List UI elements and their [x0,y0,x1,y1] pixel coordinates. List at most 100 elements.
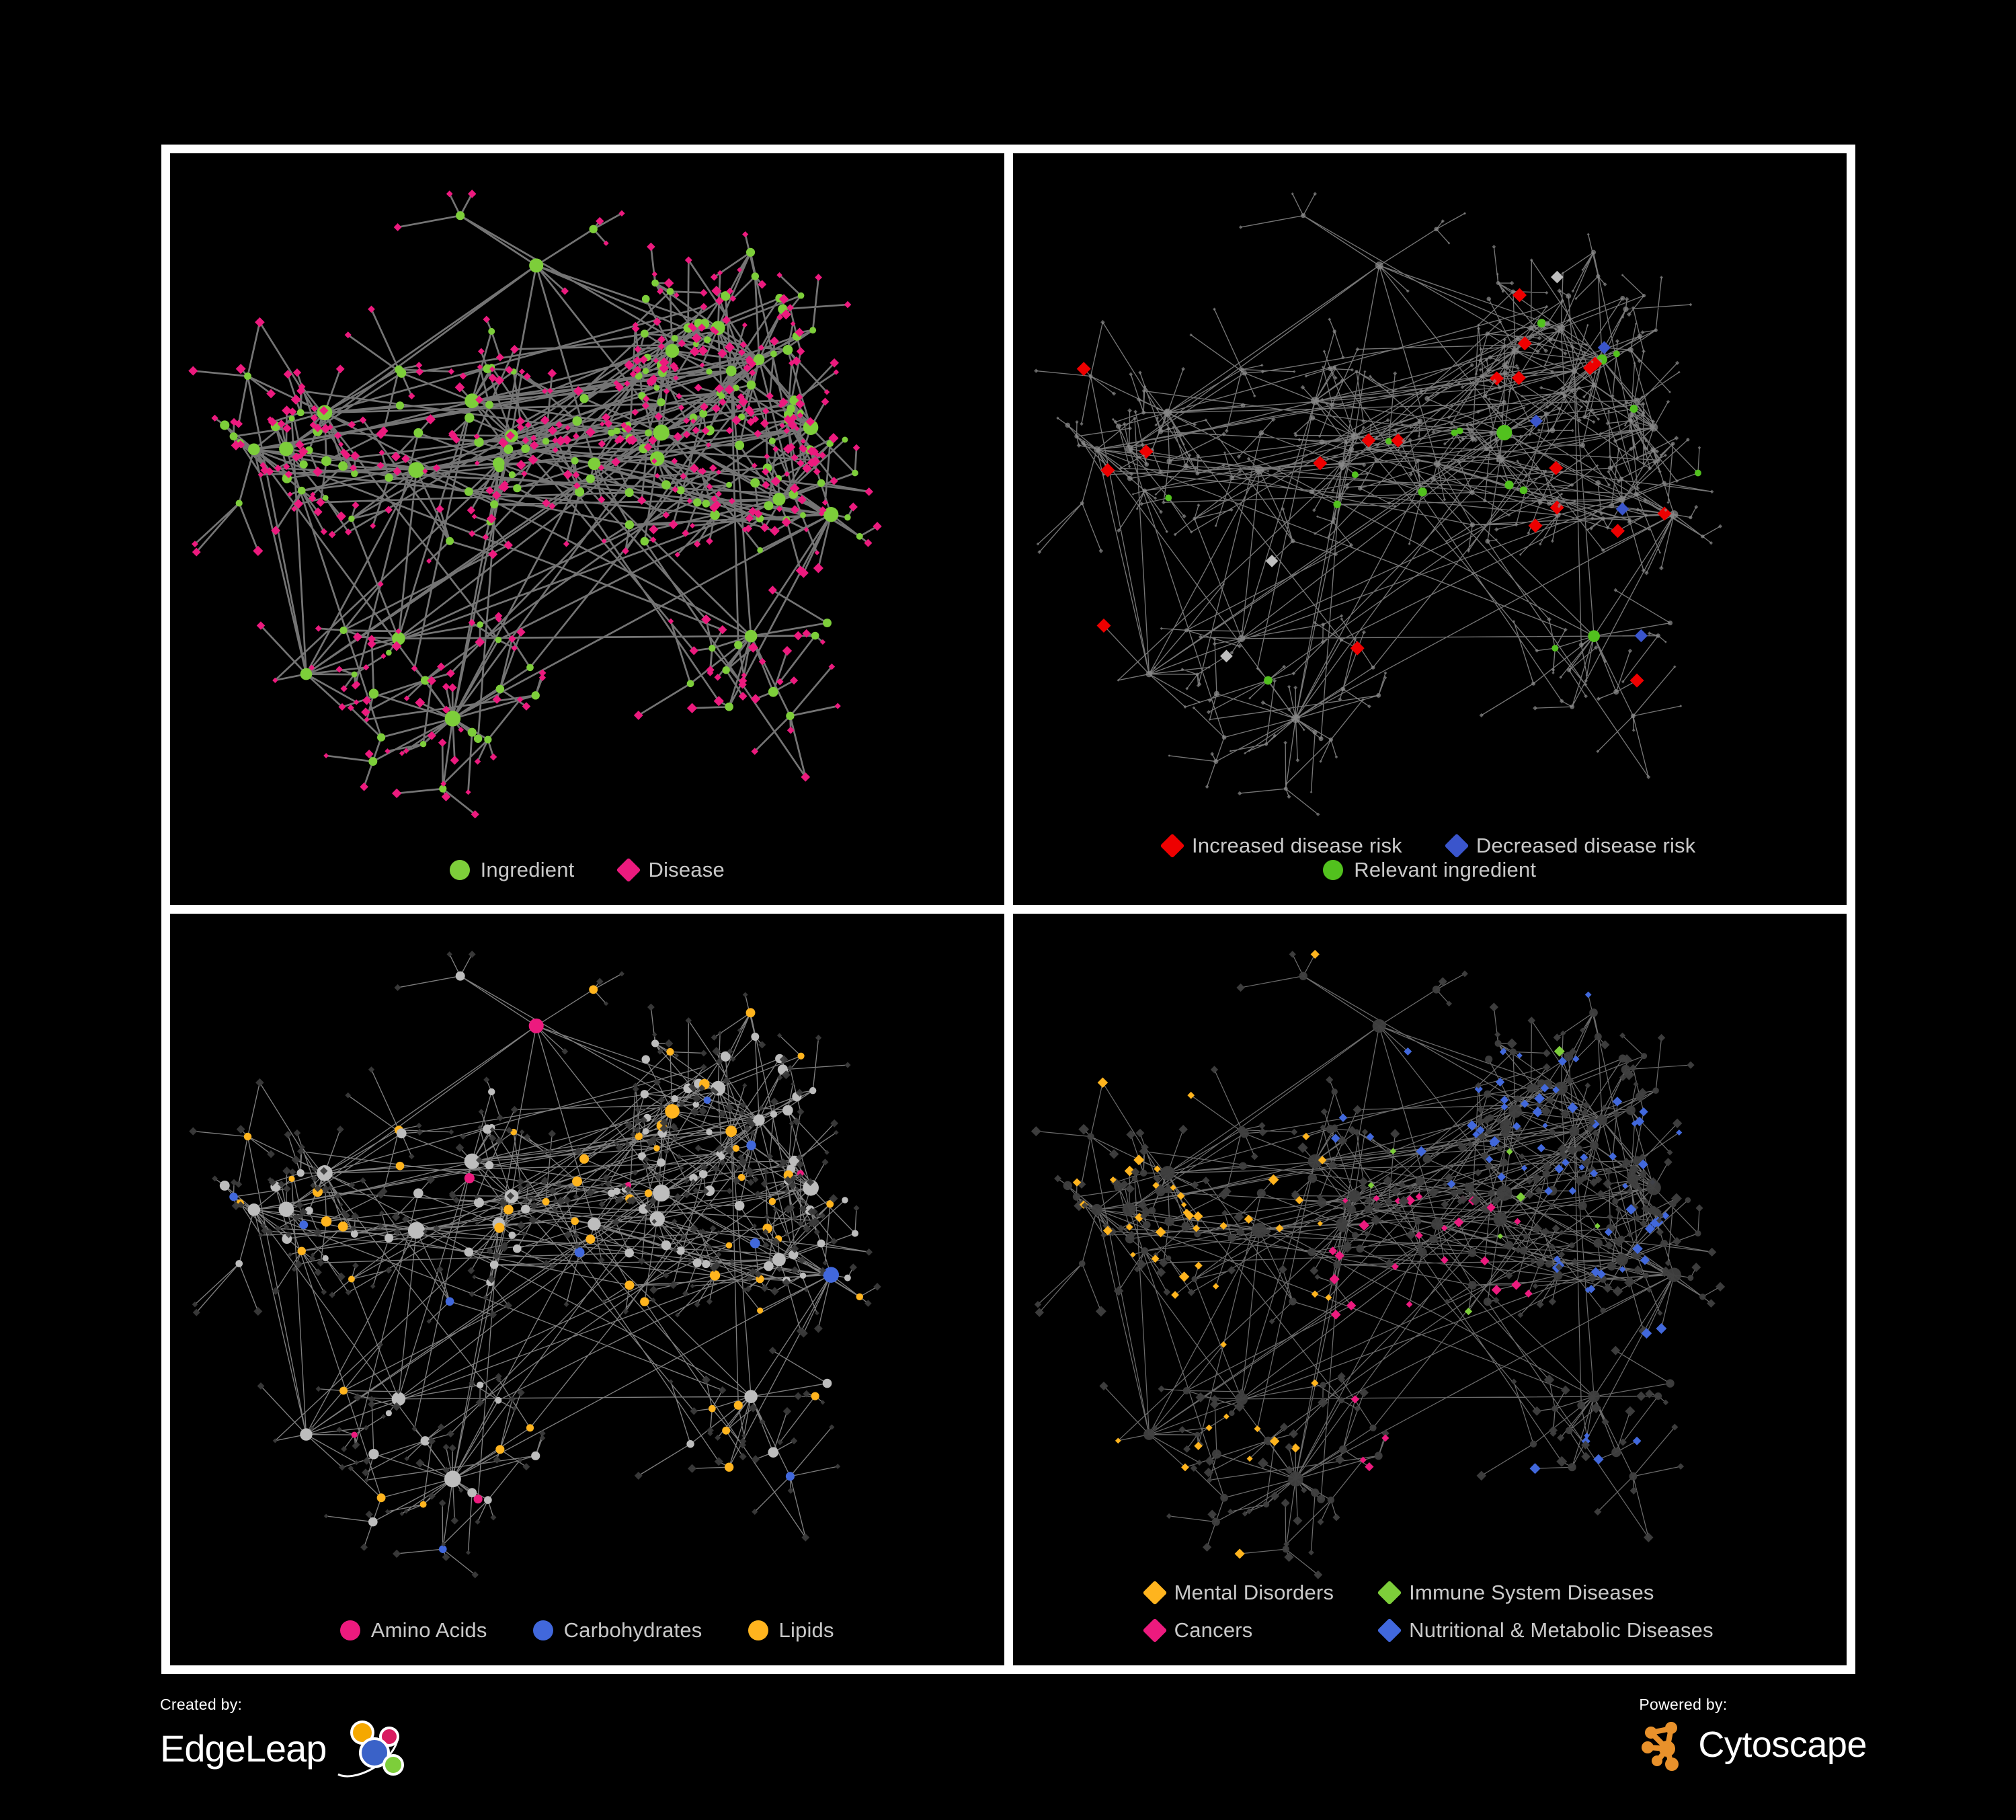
graph-node [364,749,374,758]
graph-node [1237,643,1242,649]
legend-item[interactable]: Increased disease risk [1160,833,1402,859]
legend-item[interactable]: Lipids [748,1618,834,1643]
graph-node [538,669,547,677]
legend-item[interactable]: Immune System Diseases [1377,1580,1713,1606]
graph-node [801,1533,810,1542]
graph-node [1328,1247,1337,1256]
graph-node [1571,1258,1578,1265]
graph-node [359,416,367,424]
panel-disease-risk[interactable]: Increased disease risk Decreased disease… [1012,153,1847,905]
graph-node [1364,1462,1374,1472]
graph-node [651,458,657,464]
graph-node [1533,1093,1545,1104]
graph-node [1646,1180,1661,1195]
graph-node [844,514,851,521]
graph-node [1556,1456,1567,1467]
graph-node [1207,666,1211,669]
graph-node [1367,1182,1375,1189]
powered-by-brand[interactable]: Powered by: Cytoscape [1639,1696,1867,1772]
legend-item[interactable]: Cancers [1142,1618,1334,1643]
graph-node [288,407,297,416]
graph-node [1688,516,1693,520]
graph-node [791,1214,798,1222]
graph-node [1108,1227,1117,1236]
graph-node [760,1284,769,1292]
graph-node [1272,678,1277,683]
graph-node [643,442,653,452]
graph-node [844,301,852,309]
network-canvas-disease-classes[interactable] [1013,914,1847,1665]
graph-node [1495,1077,1504,1087]
graph-node [725,702,733,711]
network-canvas-overview[interactable] [170,153,1004,905]
legend-item[interactable]: Ingredient [449,858,575,882]
graph-node [1137,370,1142,374]
graph-node [1281,664,1286,669]
graph-node [700,303,708,311]
graph-node [1537,428,1541,432]
graph-node [354,1460,359,1466]
graph-node [464,1173,475,1184]
graph-node [1235,1392,1248,1406]
graph-node [1522,1233,1530,1240]
graph-node [311,1166,317,1172]
graph-node [1589,1169,1598,1178]
graph-node [708,1404,716,1413]
graph-node [1361,1128,1368,1136]
legend-item[interactable]: Nutritional & Metabolic Diseases [1377,1618,1713,1643]
legend-carbohydrates-marker-icon [532,1620,553,1640]
graph-node [1559,699,1564,704]
graph-node [309,1425,315,1431]
graph-node [648,436,657,445]
graph-node [750,694,761,704]
graph-node [1151,1255,1160,1263]
graph-node [706,483,713,490]
graph-node [1532,1174,1540,1182]
graph-node [1532,324,1536,328]
graph-node [1241,370,1247,376]
graph-node [1638,1153,1646,1162]
graph-node [608,1189,615,1197]
graph-node [1424,396,1430,401]
graph-node [1203,1468,1213,1478]
network-canvas-ingredient-classes[interactable] [170,914,1004,1665]
legend-item[interactable]: Relevant ingredient [1323,858,1536,882]
graph-node [722,1076,731,1084]
graph-node [1347,1125,1357,1135]
graph-node [1469,362,1474,368]
panel-overview[interactable]: Ingredient Disease [170,153,1004,905]
legend-item[interactable]: Disease [616,857,725,883]
graph-node [1579,1027,1585,1033]
graph-node [1332,500,1341,508]
graph-node [338,1202,344,1208]
graph-node [706,1129,713,1136]
panel-ingredient-classes[interactable]: Amino Acids Carbohydrates Lipids [170,914,1004,1665]
legend-item[interactable]: Mental Disorders [1142,1580,1334,1606]
graph-node [1195,672,1199,676]
panel-disease-classes[interactable]: Mental Disorders Immune System Diseases … [1012,914,1847,1665]
graph-node [1496,1233,1503,1239]
legend-item[interactable]: Decreased disease risk [1444,833,1696,859]
graph-node [315,1386,321,1392]
graph-node [1361,419,1365,424]
graph-node [1283,1552,1294,1562]
graph-node [231,440,241,450]
graph-node [602,1174,610,1182]
graph-node [323,753,329,758]
network-canvas-disease-risk[interactable] [1013,153,1847,905]
created-by-brand[interactable]: Created by: EdgeLeap [160,1696,405,1780]
graph-node [1456,427,1463,434]
legend-item[interactable]: Amino Acids [339,1618,487,1643]
graph-node [351,1212,360,1221]
graph-node [692,1101,699,1108]
graph-node [378,426,389,436]
graph-node [1508,1105,1522,1118]
graph-node [530,434,537,442]
graph-node [1210,1066,1218,1074]
graph-node [1236,454,1241,459]
legend-item[interactable]: Carbohydrates [532,1618,702,1643]
graph-node [404,1456,409,1462]
graph-node [1074,420,1079,424]
graph-node [455,971,465,981]
graph-node [1371,1201,1382,1211]
